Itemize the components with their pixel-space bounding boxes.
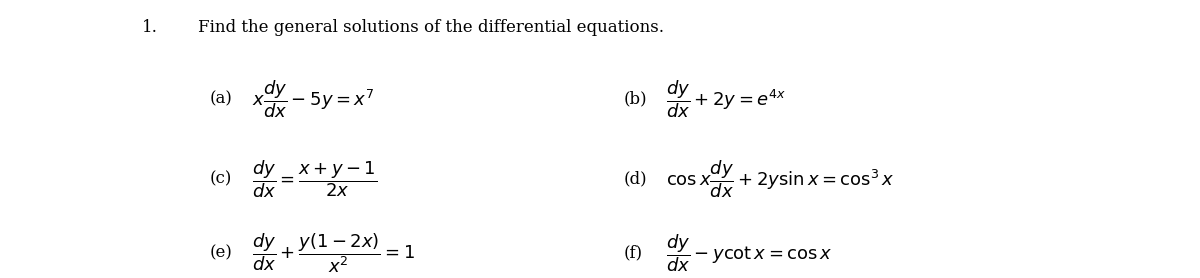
Text: $\dfrac{dy}{dx}=\dfrac{x+y-1}{2x}$: $\dfrac{dy}{dx}=\dfrac{x+y-1}{2x}$ bbox=[252, 158, 377, 200]
Text: Find the general solutions of the differential equations.: Find the general solutions of the differ… bbox=[198, 19, 664, 36]
Text: $\dfrac{dy}{dx}-y\cot x=\cos x$: $\dfrac{dy}{dx}-y\cot x=\cos x$ bbox=[666, 232, 833, 274]
Text: (c): (c) bbox=[210, 171, 233, 188]
Text: (e): (e) bbox=[210, 244, 233, 262]
Text: $\cos x\dfrac{dy}{dx}+2y\sin x=\cos^{3}x$: $\cos x\dfrac{dy}{dx}+2y\sin x=\cos^{3}x… bbox=[666, 158, 894, 200]
Text: (f): (f) bbox=[624, 244, 643, 262]
Text: $x\dfrac{dy}{dx}-5y=x^{7}$: $x\dfrac{dy}{dx}-5y=x^{7}$ bbox=[252, 78, 374, 120]
Text: $\dfrac{dy}{dx}+2y=e^{4x}$: $\dfrac{dy}{dx}+2y=e^{4x}$ bbox=[666, 78, 786, 120]
Text: (d): (d) bbox=[624, 171, 648, 188]
Text: $\dfrac{dy}{dx}+\dfrac{y(1-2x)}{x^{2}}=1$: $\dfrac{dy}{dx}+\dfrac{y(1-2x)}{x^{2}}=1… bbox=[252, 231, 415, 275]
Text: (a): (a) bbox=[210, 90, 233, 107]
Text: 1.: 1. bbox=[142, 19, 157, 36]
Text: (b): (b) bbox=[624, 90, 648, 107]
